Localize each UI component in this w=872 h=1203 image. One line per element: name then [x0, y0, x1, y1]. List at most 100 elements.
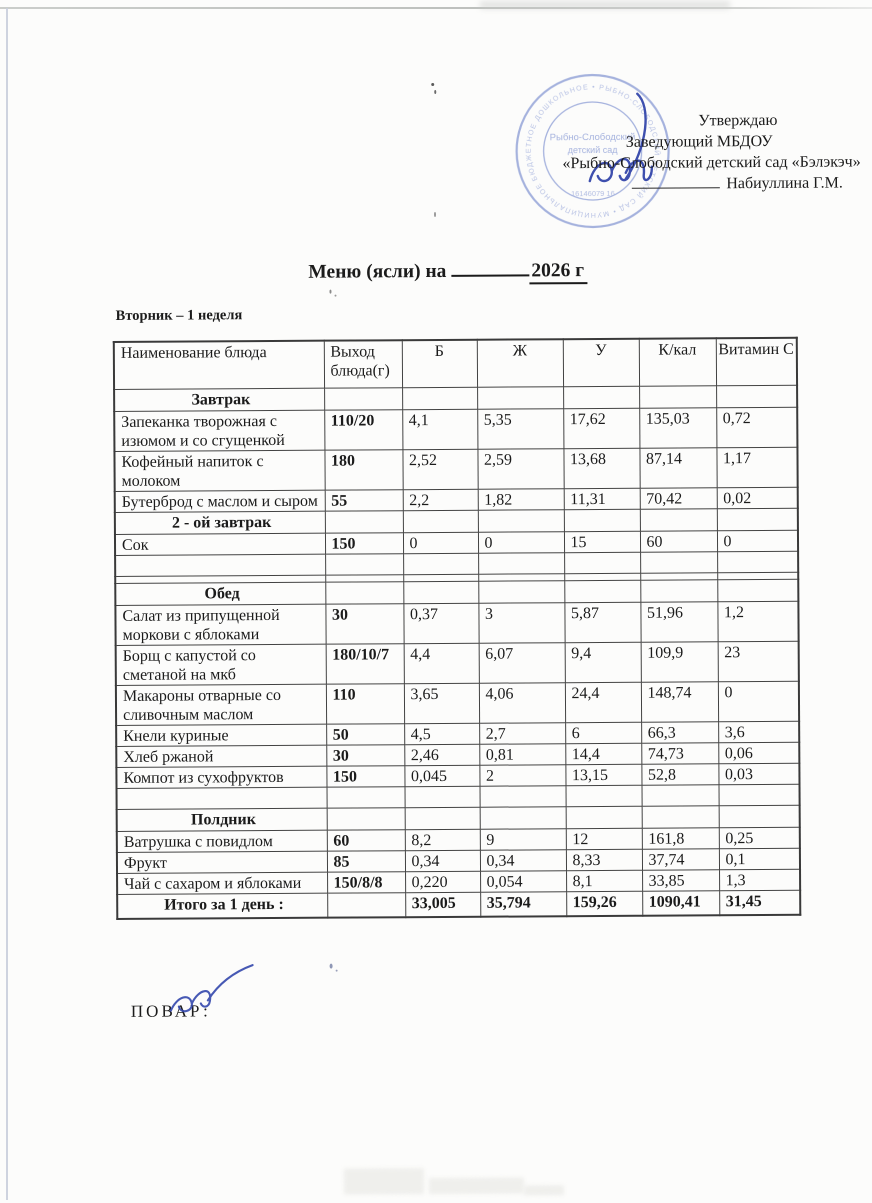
col-header-output: Выход блюда(г): [323, 340, 403, 388]
vitamin-c-cell: [718, 783, 800, 806]
approval-line: Утверждаю: [698, 111, 778, 130]
vitamin-c-cell: 0: [717, 680, 800, 722]
col-header-vitamin-c: Витамин С: [715, 337, 798, 386]
output-cell: 30: [326, 744, 405, 766]
fat-cell: 2,7: [479, 722, 566, 744]
protein-cell: 0,220: [405, 870, 481, 893]
dish-name-cell: Бутерброд с маслом и сыром: [114, 489, 325, 512]
fat-cell: [479, 806, 566, 829]
vitamin-c-cell: 1,3: [719, 868, 801, 891]
fat-cell: 3: [478, 602, 565, 643]
kcal-cell: 109,9: [640, 641, 718, 682]
scan-artifact: [434, 89, 437, 95]
scan-artifact: [335, 969, 338, 972]
carbs-cell: 17,62: [563, 407, 640, 449]
carbs-cell: 8,1: [566, 869, 643, 892]
fat-cell: 0: [477, 531, 565, 553]
fat-cell: [477, 386, 564, 409]
menu-table: Наименование блюда Выход блюда(г) Б Ж У …: [112, 336, 802, 920]
vitamin-c-cell: [716, 507, 798, 531]
kcal-cell: 52,8: [641, 763, 719, 785]
approval-signature-line: Набиуллина Г.М.: [632, 173, 843, 195]
output-cell: [324, 387, 403, 410]
output-cell: [325, 553, 404, 575]
carbs-cell: 11,31: [563, 487, 640, 510]
vitamin-c-cell: [717, 550, 799, 573]
col-header-kcal: К/кал: [638, 338, 717, 386]
output-cell: 55: [324, 489, 403, 511]
protein-cell: [402, 386, 478, 410]
fat-cell: 5,35: [477, 408, 564, 449]
output-cell: 50: [326, 723, 405, 745]
output-cell: [327, 892, 406, 918]
stamp-inner-circle: [542, 101, 643, 201]
fat-cell: 0,34: [479, 849, 567, 871]
carbs-cell: [565, 805, 642, 829]
kcal-cell: 1090,41: [642, 890, 720, 916]
output-cell: 110/20: [324, 409, 403, 450]
protein-cell: 0: [402, 531, 479, 554]
bleed-through-smudge: [523, 1185, 565, 1196]
dish-name-cell: Салат из припущенной моркови с яблоками: [115, 603, 326, 645]
stamp-center-line2: детский сад: [568, 145, 619, 155]
dish-name-cell: Хлеб ржаной: [116, 744, 327, 767]
dish-name-cell: Обед: [115, 581, 326, 605]
kcal-cell: 87,14: [639, 447, 717, 488]
vitamin-c-cell: 1,17: [716, 446, 798, 488]
output-cell: 110: [325, 683, 405, 724]
kcal-cell: 148,74: [640, 681, 719, 722]
carbs-cell: 13,68: [563, 447, 640, 489]
dish-name-cell: Макароны отварные со сливочным маслом: [115, 683, 327, 725]
vitamin-c-cell: 0,72: [716, 406, 798, 448]
kcal-cell: 135,03: [639, 407, 717, 448]
dish-name-cell: Ватрушка с повидлом: [116, 829, 327, 852]
carbs-cell: 9,4: [564, 641, 641, 683]
scan-artifact: [329, 963, 333, 969]
fat-cell: [478, 552, 565, 574]
protein-cell: [404, 806, 480, 830]
scan-artifact: [433, 211, 437, 218]
carbs-cell: 12: [565, 827, 642, 850]
protein-cell: [404, 785, 480, 808]
protein-cell: 0,37: [403, 602, 479, 644]
page-title: Меню (ясли) на 2026 г: [308, 259, 588, 285]
signature-blank: [632, 173, 721, 189]
menu-table-body: Завтрак Запеканка творожная с изюмом и с…: [114, 384, 801, 919]
dish-name-cell: Запеканка творожная с изюмом и со сгущен…: [114, 409, 325, 451]
protein-cell: 2,2: [402, 488, 478, 511]
kcal-cell: [639, 508, 717, 531]
kcal-cell: 161,8: [641, 827, 719, 849]
fat-cell: 2,59: [477, 448, 564, 489]
fat-cell: 1,82: [477, 488, 564, 510]
protein-cell: 4,4: [403, 642, 479, 684]
bleed-through-smudge: [343, 1168, 424, 1195]
output-cell: 180/10/7: [325, 643, 404, 684]
approval-line: Заведующий МБДОУ: [625, 132, 773, 151]
total-row: Итого за 1 день : 33,005 35,794 159,26 1…: [117, 889, 801, 919]
kcal-cell: 37,74: [641, 848, 720, 870]
carbs-cell: [564, 579, 641, 603]
output-cell: 85: [326, 850, 406, 872]
scan-artifact: [334, 294, 337, 297]
kcal-cell: [640, 551, 718, 573]
scanner-edge-left: [6, 8, 8, 1200]
dish-name-cell: [115, 553, 326, 576]
dish-name-cell: Кнели куриные: [116, 723, 327, 746]
vitamin-c-cell: 3,6: [718, 720, 800, 743]
bleed-through-smudge: [428, 1177, 524, 1195]
col-header-dish-name: Наименование блюда: [113, 340, 325, 389]
dish-name-cell: Чай с сахаром и яблоками: [117, 871, 328, 894]
director-signature: [588, 92, 653, 183]
dish-row: Борщ с капустой со сметаной на мкб 180/1…: [115, 640, 799, 685]
col-header-carbs: У: [562, 338, 640, 387]
dish-name-cell: Полдник: [116, 807, 327, 831]
dish-name-cell: Завтрак: [114, 387, 325, 411]
col-header-fat: Ж: [476, 339, 564, 387]
title-prefix: Меню (ясли) на: [308, 260, 447, 283]
carbs-cell: 24,4: [564, 681, 642, 723]
stamp-number: 16146079 16: [571, 189, 615, 198]
dish-row: Макароны отварные со сливочным маслом 11…: [115, 680, 800, 725]
kcal-cell: 33,85: [642, 869, 720, 891]
protein-cell: 2,46: [404, 743, 480, 766]
